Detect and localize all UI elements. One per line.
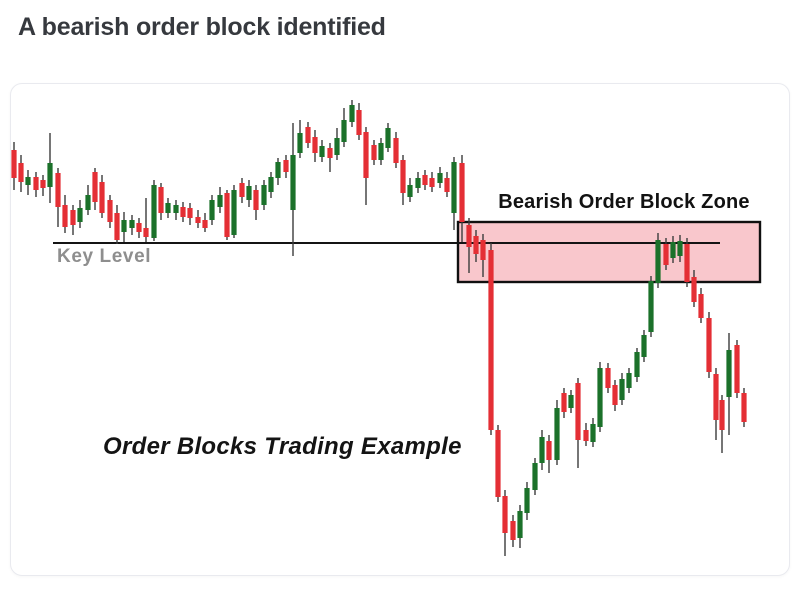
- chart-card: [10, 83, 790, 576]
- page-title: A bearish order block identified: [18, 13, 386, 41]
